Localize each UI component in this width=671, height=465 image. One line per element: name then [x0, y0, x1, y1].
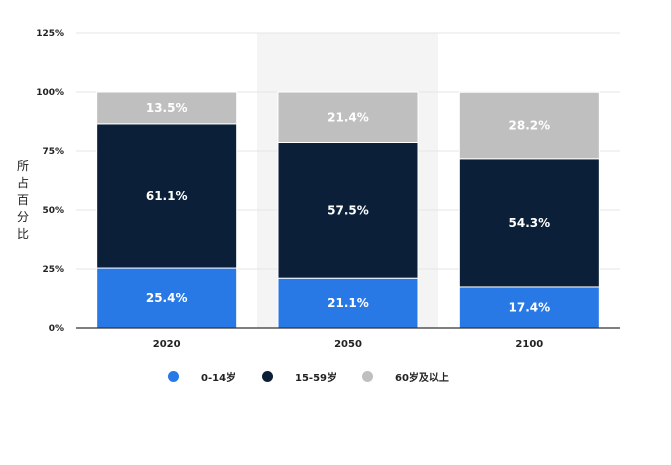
x-tick-label: 2100 — [515, 339, 543, 350]
legend-label-0-14: 0-14岁 — [201, 372, 237, 384]
axes: 0% 25% 50% 75% 100% 125% 2020 2050 2100 — [36, 29, 620, 350]
data-label: 13.5% — [146, 101, 188, 115]
bar-segment[interactable] — [458, 158, 600, 288]
x-tick-label: 2020 — [153, 339, 181, 350]
bar-segment[interactable] — [96, 91, 238, 125]
bar-segment[interactable] — [96, 123, 238, 269]
legend-label-60-plus: 60岁及以上 — [395, 372, 449, 384]
y-tick-label: 125% — [36, 29, 64, 39]
y-tick-label: 75% — [42, 147, 64, 157]
bar-segment[interactable] — [277, 142, 419, 279]
bar-segment[interactable] — [458, 91, 600, 160]
legend-item-15-59[interactable]: 15-59岁 — [262, 366, 337, 386]
bars — [96, 91, 600, 329]
legend: 0-14岁 15-59岁 60岁及以上 — [160, 366, 490, 386]
data-label: 61.1% — [146, 189, 188, 203]
data-label: 21.1% — [327, 296, 369, 310]
data-label: 57.5% — [327, 203, 369, 217]
data-label: 54.3% — [509, 216, 551, 230]
y-tick-label: 0% — [49, 324, 64, 334]
data-labels: 25.4% 61.1% 13.5% 21.1% 57.5% 21.4% 17.4% 54.3%… — [146, 101, 550, 315]
legend-label-15-59: 15-59岁 — [295, 372, 337, 384]
legend-item-0-14[interactable]: 0-14岁 — [168, 366, 236, 386]
legend-swatch-15-59 — [262, 370, 273, 382]
bar-segment[interactable] — [277, 277, 419, 329]
x-tick-label: 2050 — [334, 339, 362, 350]
data-label: 17.4% — [509, 300, 551, 314]
data-label: 21.4% — [327, 110, 369, 124]
bar-segment[interactable] — [96, 267, 238, 329]
data-label: 28.2% — [509, 119, 551, 133]
y-axis-label: 所占百分比 — [16, 159, 29, 241]
legend-swatch-60-plus — [362, 370, 373, 382]
legend-swatch-0-14 — [168, 370, 179, 382]
bar-segment[interactable] — [277, 91, 419, 144]
data-label: 25.4% — [146, 291, 188, 305]
y-tick-label: 100% — [36, 88, 64, 98]
y-tick-label: 50% — [42, 206, 64, 216]
legend-item-60-plus[interactable]: 60岁及以上 — [362, 366, 449, 386]
y-tick-label: 25% — [42, 265, 64, 275]
